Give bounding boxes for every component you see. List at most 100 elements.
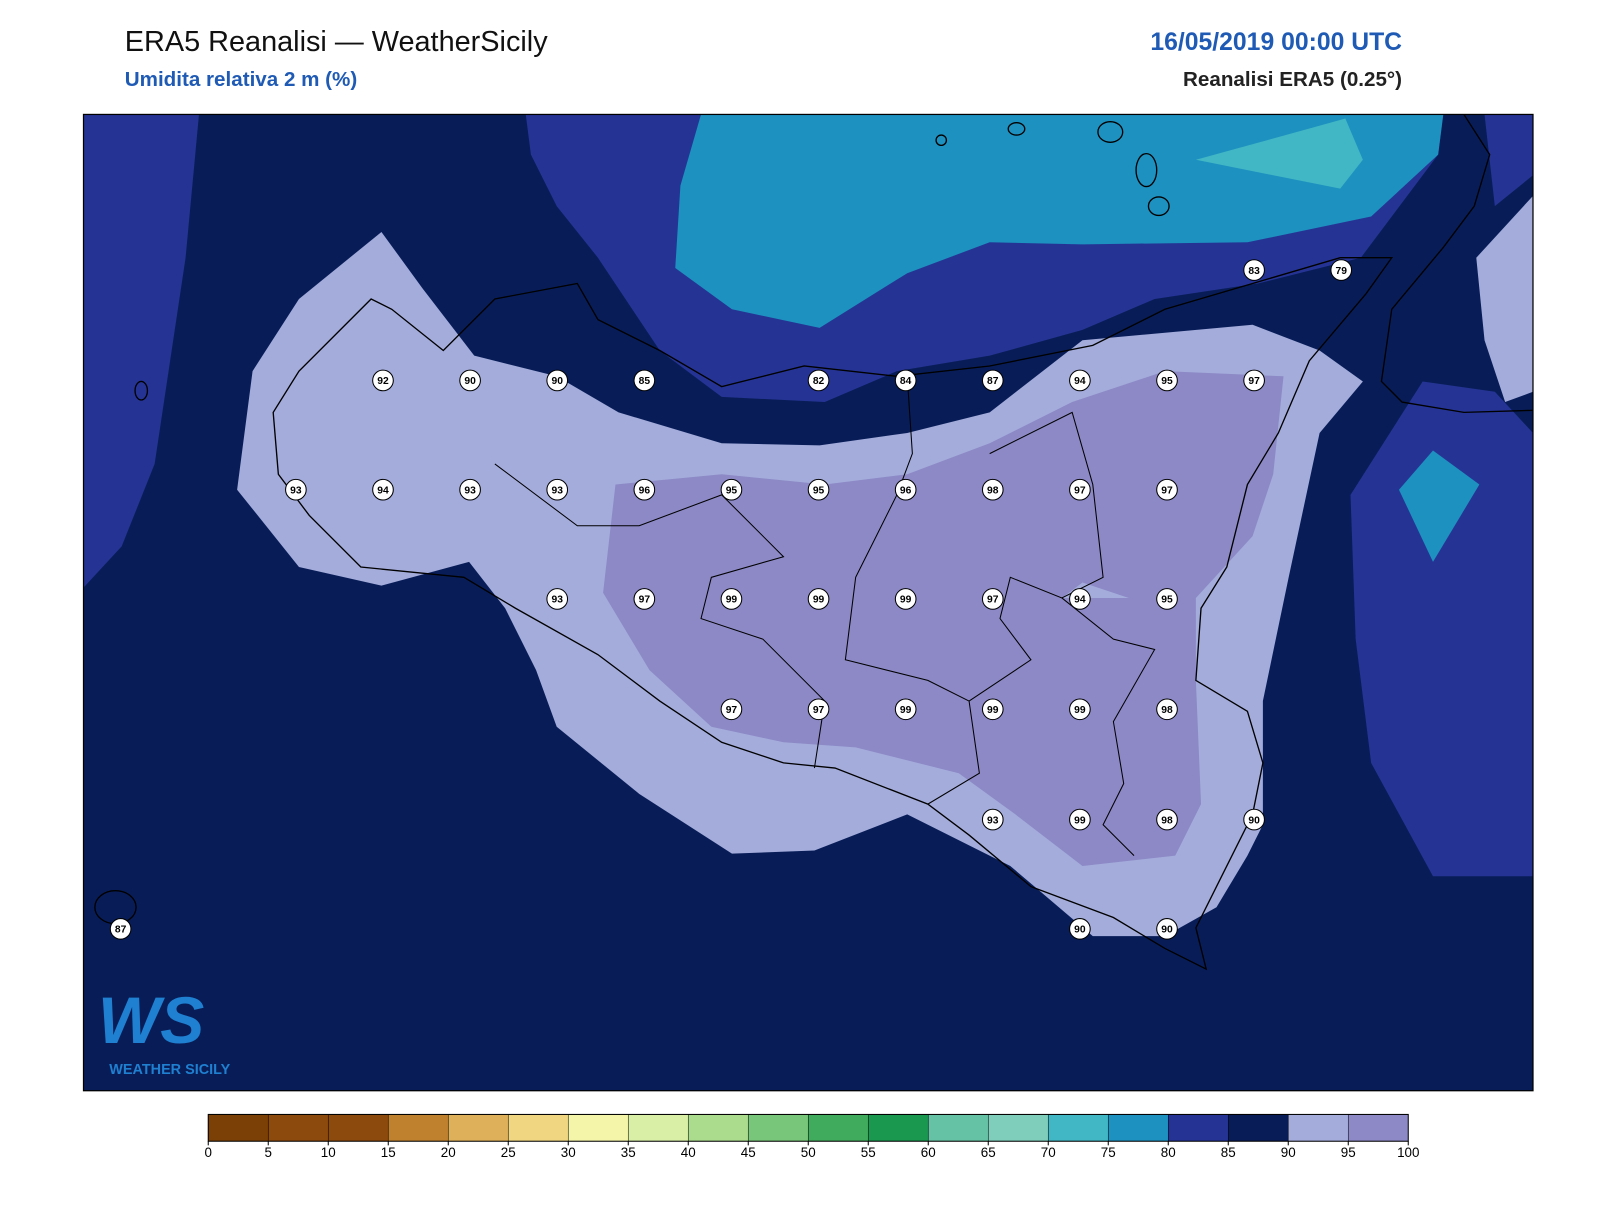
station-marker xyxy=(894,369,917,392)
station-value: 94 xyxy=(1074,376,1086,387)
map-frame xyxy=(82,113,1534,1092)
station-marker xyxy=(372,369,394,392)
logo-text: WEATHER SICILY xyxy=(109,1062,230,1078)
station-value: 84 xyxy=(900,376,912,387)
island xyxy=(1007,122,1026,136)
station-marker xyxy=(633,588,656,610)
province-border xyxy=(844,376,980,805)
station-marker xyxy=(981,808,1004,831)
island xyxy=(1135,152,1158,188)
colorbar-label: 10 xyxy=(321,1145,336,1160)
station-marker xyxy=(720,588,743,610)
station-value: 99 xyxy=(813,595,825,606)
station-value: 98 xyxy=(987,485,999,496)
station-marker xyxy=(1243,369,1265,392)
station-marker xyxy=(981,698,1004,721)
station-marker xyxy=(459,478,481,501)
colorbar-bin xyxy=(1227,1114,1289,1142)
station-value: 97 xyxy=(1161,485,1173,496)
sicily-coast xyxy=(272,257,1394,971)
colorbar-label: 5 xyxy=(265,1145,272,1160)
colorbar-bin xyxy=(1347,1114,1409,1142)
station-value: 93 xyxy=(551,485,563,496)
station-value: 93 xyxy=(551,595,563,606)
station-marker xyxy=(546,369,569,392)
island xyxy=(1147,196,1170,217)
humidity-band xyxy=(83,114,199,588)
station-marker xyxy=(894,478,917,501)
colorbar-bin xyxy=(507,1114,569,1142)
station-marker xyxy=(981,588,1004,610)
stations: 83 79 92 90 90 85 82 84 87 94 95 97 93 94 93 93 96 95 95 96… xyxy=(109,259,1353,940)
logo: WS WEATHER SICILY xyxy=(98,983,231,1078)
colorbar-label: 30 xyxy=(561,1145,576,1160)
island xyxy=(935,134,948,147)
station-marker xyxy=(1069,698,1091,721)
station-marker xyxy=(807,588,830,610)
colorbar-label: 35 xyxy=(621,1145,636,1160)
station-value: 87 xyxy=(987,376,999,387)
station-value: 98 xyxy=(1161,815,1173,826)
colorbar-label: 40 xyxy=(681,1145,696,1160)
station-value: 90 xyxy=(1248,815,1260,826)
date: 16/05/2019 00:00 UTC xyxy=(1150,29,1402,56)
colorbar-bin xyxy=(687,1114,749,1142)
colorbar-label: 80 xyxy=(1161,1145,1176,1160)
station-marker xyxy=(720,698,743,721)
station-marker xyxy=(633,369,656,392)
coastlines xyxy=(94,114,1533,971)
colorbar-bin xyxy=(627,1114,689,1142)
station-marker xyxy=(1069,588,1091,610)
colorbar-bin xyxy=(867,1114,929,1142)
station-value: 90 xyxy=(1074,925,1086,936)
station-marker xyxy=(894,698,917,721)
colorbar-bin xyxy=(387,1114,449,1142)
station-marker xyxy=(981,478,1004,501)
station-marker xyxy=(807,369,830,392)
colorbar-label: 25 xyxy=(501,1145,516,1160)
station-marker xyxy=(981,369,1004,392)
station-marker xyxy=(109,918,132,940)
colorbar-label: 55 xyxy=(861,1145,876,1160)
station-value: 90 xyxy=(1161,925,1173,936)
station-value: 79 xyxy=(1336,266,1348,277)
station-value: 90 xyxy=(551,376,563,387)
station-value: 92 xyxy=(377,376,389,387)
station-value: 99 xyxy=(900,705,912,716)
province-border xyxy=(1061,597,1156,857)
colorbar-bin xyxy=(1107,1114,1169,1142)
colorbar-label: 45 xyxy=(741,1145,756,1160)
colorbar-bin xyxy=(567,1114,629,1142)
station-value: 95 xyxy=(1161,595,1173,606)
station-marker xyxy=(372,478,394,501)
station-value: 99 xyxy=(900,595,912,606)
colorbar-bin xyxy=(267,1114,329,1142)
station-marker xyxy=(1156,588,1178,610)
province-border xyxy=(494,463,826,769)
station-value: 99 xyxy=(987,705,999,716)
station-marker xyxy=(807,698,830,721)
station-marker xyxy=(1330,259,1353,281)
source: Reanalisi ERA5 (0.25°) xyxy=(1183,68,1402,91)
station-value: 85 xyxy=(639,376,651,387)
station-value: 99 xyxy=(1074,705,1086,716)
station-marker xyxy=(1069,369,1091,392)
map-area xyxy=(83,114,1533,1091)
station-value: 96 xyxy=(639,485,651,496)
station-marker xyxy=(1156,698,1178,721)
subtitle: Umidita relativa 2 m (%) xyxy=(125,68,357,91)
colorbar-label: 15 xyxy=(381,1145,396,1160)
colorbar-label: 50 xyxy=(801,1145,816,1160)
colorbar-label: 65 xyxy=(981,1145,996,1160)
station-marker xyxy=(1069,808,1091,831)
colorbar-bin xyxy=(207,1114,269,1142)
station-marker xyxy=(633,478,656,501)
station-marker xyxy=(546,478,569,501)
island xyxy=(134,380,149,401)
colorbar-bin xyxy=(1047,1114,1109,1142)
station-marker xyxy=(1069,478,1091,501)
colorbar-label: 20 xyxy=(441,1145,456,1160)
colorbar-label: 70 xyxy=(1041,1145,1056,1160)
station-marker xyxy=(720,478,743,501)
